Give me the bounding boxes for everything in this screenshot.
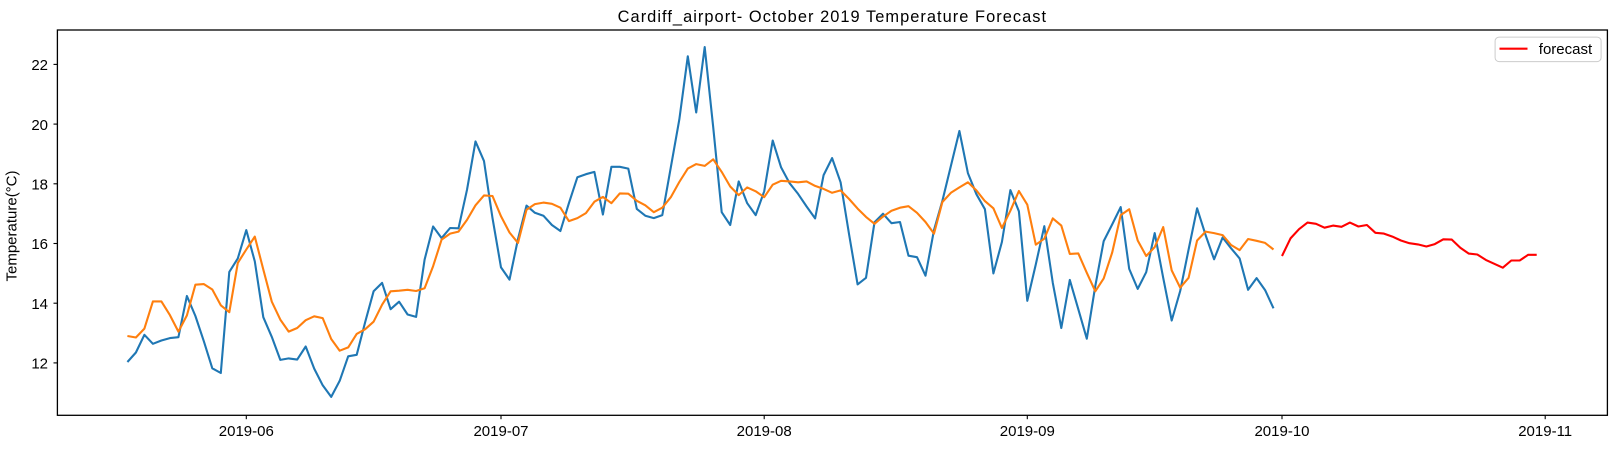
svg-text:16: 16 xyxy=(31,236,48,253)
svg-text:14: 14 xyxy=(31,296,48,313)
svg-text:18: 18 xyxy=(31,177,48,194)
svg-text:Temperature(°C): Temperature(°C) xyxy=(4,170,21,281)
svg-text:forecast: forecast xyxy=(1539,41,1593,58)
svg-text:2019-07: 2019-07 xyxy=(473,423,528,440)
svg-text:2019-10: 2019-10 xyxy=(1254,423,1309,440)
svg-text:2019-08: 2019-08 xyxy=(737,423,792,440)
svg-text:12: 12 xyxy=(31,356,48,373)
svg-text:20: 20 xyxy=(31,117,48,134)
svg-text:2019-11: 2019-11 xyxy=(1518,423,1572,440)
svg-text:Cardiff_airport- October 2019: Cardiff_airport- October 2019 Temperatur… xyxy=(618,8,1047,26)
svg-text:2019-09: 2019-09 xyxy=(1000,423,1055,440)
svg-text:2019-06: 2019-06 xyxy=(219,423,274,440)
svg-text:22: 22 xyxy=(31,57,48,74)
